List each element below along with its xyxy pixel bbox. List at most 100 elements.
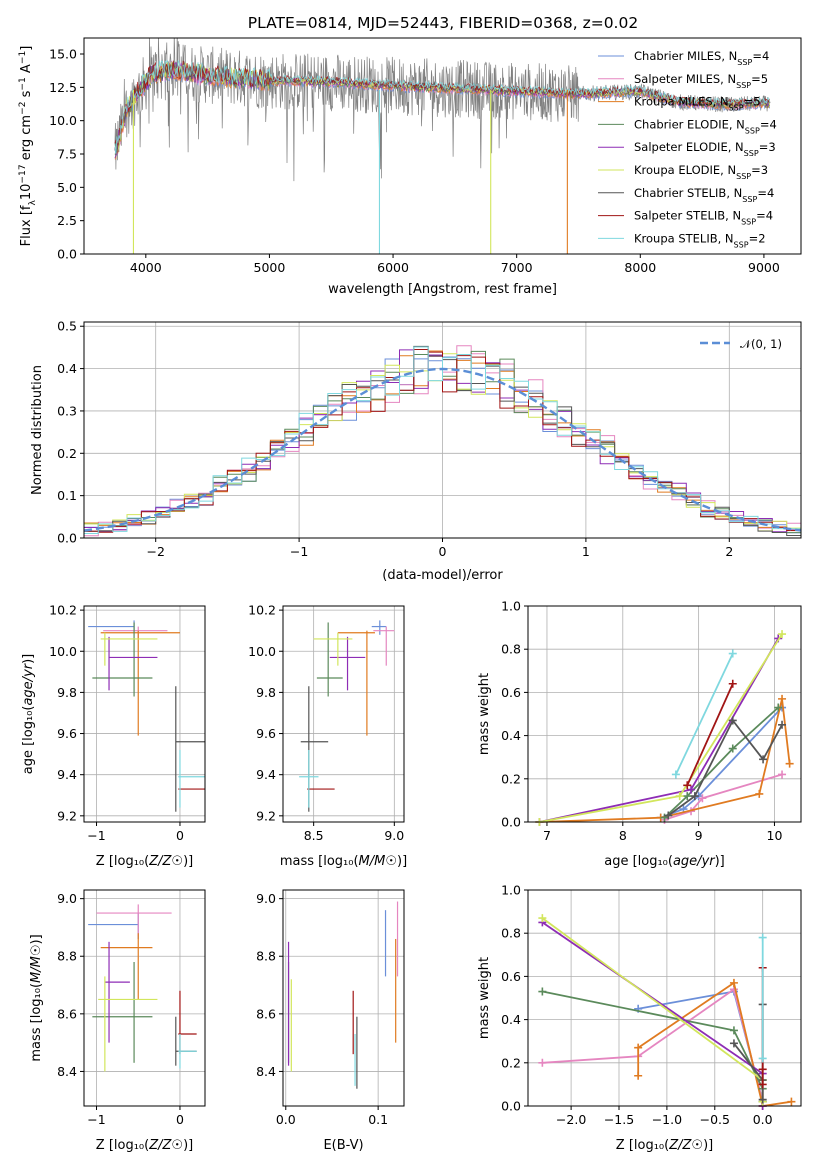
series-line-kroupa-stelib [675, 653, 734, 775]
y-tick-label: 0.4 [501, 1012, 521, 1027]
y-tick-label: 8.6 [256, 1006, 276, 1021]
y-tick-label: 10.2 [49, 603, 77, 618]
y-tick-label: 10.0 [49, 113, 77, 128]
mass-vs-metallicity-panel: −1 0 8.4 8.6 8.8 9.0 Z [log₁₀(Z/Z☉)] mass [log₁… [29, 889, 206, 1153]
data-point-marker [728, 679, 737, 688]
chart-title: PLATE=0814, MJD=52443, FIBERID=0368, z=0… [248, 14, 638, 32]
x-tick-label: 2 [725, 544, 733, 559]
x-tick-label: 0.1 [368, 1112, 388, 1127]
x-axis-label: E(B-V) [323, 1138, 363, 1153]
y-tick-label: 0.2 [501, 1055, 521, 1070]
data-point-marker [728, 716, 737, 725]
x-tick-label: −1.0 [652, 1112, 682, 1127]
y-tick-label: 0.0 [57, 247, 77, 262]
series-line-chabrier-elodie [663, 706, 779, 819]
y-tick-label: 8.4 [57, 1064, 77, 1079]
x-axis-label: mass [log₁₀(M/M☉)] [280, 854, 407, 869]
y-tick-label: 0.1 [57, 488, 77, 503]
y-tick-label: 0.8 [501, 642, 521, 657]
data-point-marker [787, 1097, 796, 1106]
legend-entry: Chabrier MILES, NSSP=4 [634, 49, 769, 67]
y-tick-label: 12.5 [49, 80, 77, 95]
data-point-marker [683, 781, 692, 790]
x-tick-label: 9.0 [384, 828, 404, 843]
y-tick-label: 5.0 [57, 180, 77, 195]
x-axis-label: Z [log₁₀(Z/Z☉)] [96, 1138, 193, 1153]
x-tick-label: 1 [582, 544, 590, 559]
y-tick-label: 1.0 [501, 599, 521, 614]
data-point-marker [634, 1043, 643, 1052]
y-tick-label: 9.8 [57, 685, 77, 700]
x-axis-label: (data-model)/error [382, 568, 503, 583]
y-tick-label: 9.8 [256, 685, 276, 700]
legend-entry: Chabrier ELODIE, NSSP=4 [634, 117, 777, 135]
series-line-salpeter-stelib [686, 683, 734, 786]
gaussian-reference-curve [83, 367, 802, 532]
x-tick-label: −1 [290, 544, 308, 559]
data-point-marker [729, 978, 738, 987]
y-tick-label: 0.2 [501, 771, 521, 786]
x-axis-label: Z [log₁₀(Z/Z☉)] [616, 1138, 713, 1153]
y-tick-label: 9.4 [57, 767, 77, 782]
x-tick-label: 0 [176, 828, 184, 843]
spectrum-panel: PLATE=0814, MJD=52443, FIBERID=0368, z=0… [18, 14, 802, 297]
y-axis-label: mass [log₁₀(M/M☉)] [29, 934, 44, 1061]
legend-entry: Kroupa STELIB, NSSP=2 [634, 231, 766, 249]
x-tick-label: −1.5 [604, 1112, 634, 1127]
y-tick-label: 0.2 [57, 446, 77, 461]
line-axes-frame [527, 605, 802, 823]
x-tick-label: 0 [176, 1112, 184, 1127]
x-axis-label: wavelength [Angstrom, rest frame] [328, 282, 557, 297]
data-point-marker [778, 630, 787, 639]
x-tick-label: 6000 [377, 260, 409, 275]
y-tick-label: 8.8 [57, 949, 77, 964]
y-tick-label: 0.6 [501, 685, 521, 700]
y-tick-label: 10.2 [248, 603, 276, 618]
legend-entry: Kroupa ELODIE, NSSP=3 [634, 163, 768, 181]
x-tick-label: −2 [146, 544, 164, 559]
series-line-salpeter-elodie [539, 637, 780, 823]
x-axis-label: age [log₁₀(age/yr)] [604, 854, 725, 869]
series-line-kroupa-elodie [539, 633, 783, 823]
mass-vs-ebv-panel: 0.0 0.1 8.4 8.6 8.8 9.0 E(B-V) [256, 889, 405, 1153]
y-tick-label: 10.0 [248, 644, 276, 659]
x-tick-label: 5000 [254, 260, 286, 275]
line-axes-frame [527, 889, 802, 1107]
spectrum-axes-frame [83, 37, 802, 255]
series-line-salpeter-miles [664, 773, 783, 821]
x-tick-label: 7 [543, 828, 551, 843]
data-point-marker [758, 1054, 767, 1063]
y-tick-label: 0.8 [501, 926, 521, 941]
age-vs-metallicity-panel: −1 0 9.2 9.4 9.6 9.8 10.0 10.2 Z [log₁₀(Z/Z☉)] ag… [21, 603, 206, 869]
x-tick-label: 0.0 [753, 1112, 773, 1127]
residuals-panel: −2 −1 0 1 2 0.0 0.1 0.2 0.3 0.4 0.5 (data-model)/er… [30, 319, 802, 583]
data-point-marker [729, 1039, 738, 1048]
y-tick-label: 0.5 [57, 319, 77, 334]
age-vs-mass-panel: 8.5 9.0 9.2 9.4 9.6 9.8 10.0 10.2 mass [log₁₀(M/… [248, 603, 407, 869]
y-tick-label: 9.2 [256, 808, 276, 823]
x-tick-label: 7000 [501, 260, 533, 275]
y-tick-label: 9.0 [256, 891, 276, 906]
legend-entry: Chabrier STELIB, NSSP=4 [634, 186, 774, 204]
y-tick-label: 0.6 [501, 969, 521, 984]
data-point-marker [778, 694, 787, 703]
x-tick-label: 9 [695, 828, 703, 843]
y-tick-label: 8.4 [256, 1064, 276, 1079]
x-tick-label: 8.5 [304, 828, 324, 843]
x-tick-label: 8000 [624, 260, 656, 275]
x-tick-label: 8 [619, 828, 627, 843]
x-tick-label: 0.0 [276, 1112, 296, 1127]
x-tick-label: −1 [87, 828, 105, 843]
y-tick-label: 0.0 [501, 815, 521, 830]
data-point-marker [538, 1058, 547, 1067]
y-axis-label: mass weight [477, 673, 492, 755]
data-point-marker [758, 1065, 767, 1074]
data-point-marker [671, 770, 680, 779]
y-axis-label: Flux [fλ10−17 erg cm−2 s−1 A−1] [18, 46, 38, 247]
legend-entry: Kroupa MILES, NSSP=5 [634, 95, 761, 113]
y-tick-label: 9.0 [57, 891, 77, 906]
y-tick-label: 0.0 [57, 531, 77, 546]
series-line-kroupa-miles [539, 698, 791, 823]
errorbar-axes-frame [83, 605, 206, 823]
residuals-axes-frame [83, 321, 802, 539]
